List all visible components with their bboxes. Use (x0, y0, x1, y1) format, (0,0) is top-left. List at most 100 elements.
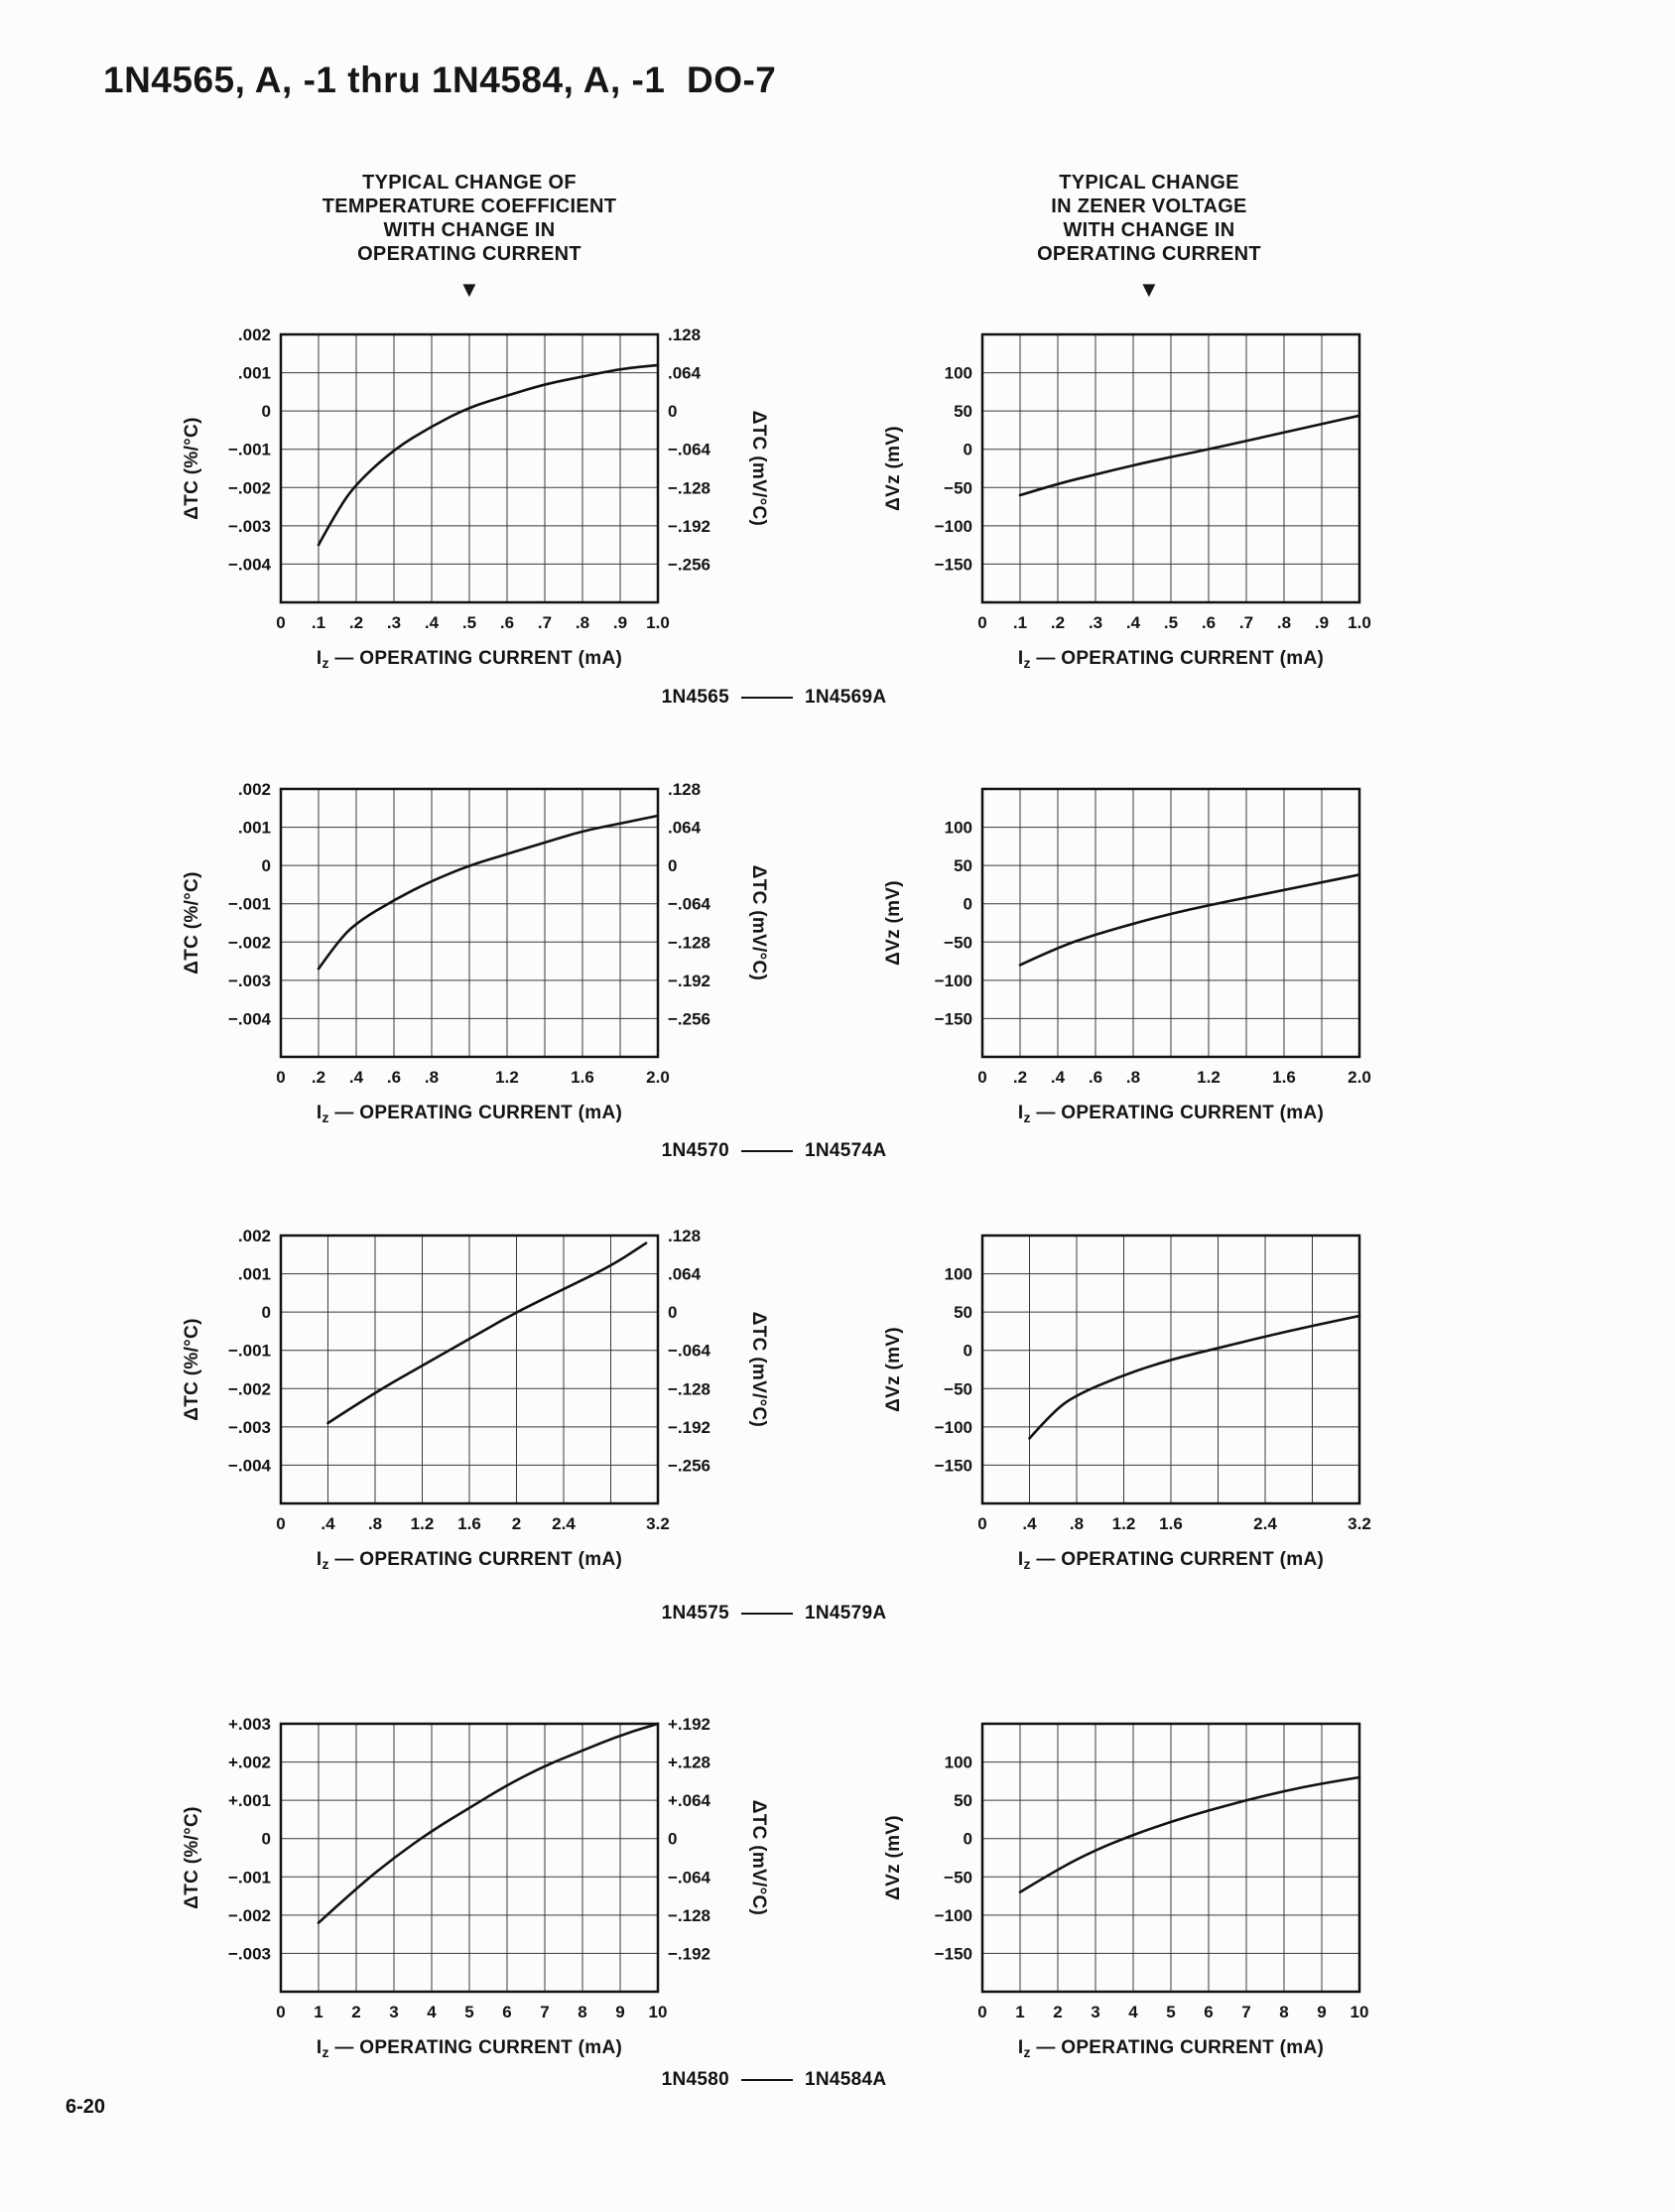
caption-left: 1N4570 (661, 1140, 729, 1161)
data-curve (1018, 873, 1361, 967)
x-tick-label: .8 (425, 1068, 439, 1087)
x-tick-label: 0 (276, 1514, 285, 1533)
vz-header-line-2: IN ZENER VOLTAGE (1051, 195, 1247, 217)
x-axis-label: Iz — OPERATING CURRENT (mA) (1018, 2037, 1324, 2060)
y-tick-label: −.004 (228, 1009, 272, 1028)
x-tick-label: 2.0 (1348, 1068, 1371, 1087)
x-tick-label: .8 (368, 1514, 382, 1533)
chart-vz-row2: 100 50 0 −50 −100 −150 0 .2 .4 .6 .8 1.2 1.6 2.0 ΔVz (… (875, 775, 1391, 1133)
vz-header-line-1: TYPICAL CHANGE (1059, 172, 1239, 194)
x-tick-label: .6 (1089, 1068, 1102, 1087)
chart-svg: .002 .128 .001 .064 0 0 −.001 −.064 −.002 −.128 −.… (182, 1227, 769, 1572)
y-tick-label: +.003 (228, 1715, 271, 1734)
y-tick-label: .001 (238, 1265, 271, 1284)
y-tick-label: .001 (238, 819, 271, 838)
x-tick-label: 1.2 (411, 1514, 435, 1533)
x-tick-label: .4 (1022, 1514, 1037, 1533)
vz-header-line-4: OPERATING CURRENT (1037, 243, 1261, 265)
y-tick-label: −100 (935, 517, 972, 536)
y-tick-label: −50 (944, 478, 972, 497)
x-tick-label: 1 (1015, 2003, 1024, 2021)
y-tick-label: −.003 (228, 972, 271, 990)
caption-right: 1N4569A (804, 687, 887, 708)
y-tick-label-right: +.064 (668, 1791, 711, 1810)
y-axis-label-left: ΔVz (mV) (883, 426, 904, 511)
chart-svg: .002 .128 .001 .064 0 0 −.001 −.064 −.002 −.128 −.… (182, 780, 769, 1125)
chart-tc-row2: .002 .128 .001 .064 0 0 −.001 −.064 −.002 −.128 −.… (174, 775, 789, 1133)
x-tick-label: .4 (321, 1514, 335, 1533)
y-tick-label-right: 0 (668, 402, 677, 421)
x-tick-label: .4 (349, 1068, 364, 1087)
plot-frame (279, 1234, 660, 1505)
data-curve (1018, 414, 1361, 497)
y-tick-label-right: −.064 (668, 1868, 711, 1887)
series-caption-row1: 1N4565 1N4569A (427, 687, 1121, 709)
y-tick-label-right: .064 (668, 364, 702, 383)
chart-vz-row4: 100 50 0 −50 −100 −150 0 1 2 3 4 5 6 7 8 9 10 ΔVz (mV) Iz … (875, 1710, 1391, 2068)
y-tick-label: .002 (238, 325, 271, 344)
y-tick-label-right: −.256 (668, 555, 710, 574)
x-tick-label: 2.4 (552, 1514, 576, 1533)
y-tick-label: −.002 (228, 1379, 271, 1398)
x-tick-label: 1.2 (1197, 1068, 1221, 1087)
y-tick-label-right: 0 (668, 1303, 677, 1322)
x-tick-label: 0 (276, 2003, 285, 2021)
y-tick-label: −.001 (228, 1868, 271, 1887)
x-tick-label: .8 (1070, 1514, 1084, 1533)
x-tick-label: 2 (512, 1514, 521, 1533)
y-tick-label: −50 (944, 1868, 972, 1887)
y-tick-label: 50 (954, 1791, 972, 1810)
y-tick-label: 100 (945, 1754, 972, 1772)
x-axis-label: Iz — OPERATING CURRENT (mA) (317, 1549, 622, 1572)
y-tick-label: −100 (935, 972, 972, 990)
chart-vz-row1: 100 50 0 −50 −100 −150 0 .1 .2 .3 .4 .5 .6 .7 .8 .9 1.0 Δ… (875, 321, 1391, 679)
chart-svg: +.003 +.192 +.002 +.128 +.001 +.064 0 0 −.001 −.0… (182, 1715, 769, 2060)
x-tick-label: .8 (1126, 1068, 1140, 1087)
x-tick-label: 7 (540, 2003, 549, 2021)
data-curve (317, 814, 660, 971)
y-tick-label-right: 0 (668, 1830, 677, 1849)
y-tick-label: −150 (935, 555, 972, 574)
y-axis-label-left: ΔVz (mV) (883, 880, 904, 966)
x-tick-label: .9 (1315, 613, 1329, 632)
x-tick-label: 1.2 (1112, 1514, 1136, 1533)
x-tick-label: .6 (500, 613, 514, 632)
x-tick-label: .8 (1277, 613, 1291, 632)
y-tick-label: 100 (945, 1265, 972, 1284)
data-curve (1028, 1314, 1361, 1440)
series-caption-row3: 1N4575 1N4579A (427, 1603, 1121, 1625)
y-tick-label: +.001 (228, 1791, 271, 1810)
x-tick-label: .6 (1202, 613, 1216, 632)
chart-tc-row3: .002 .128 .001 .064 0 0 −.001 −.064 −.002 −.128 −.… (174, 1222, 789, 1580)
tc-header-line-4: OPERATING CURRENT (357, 243, 581, 265)
y-tick-label: −.001 (228, 1342, 271, 1361)
x-tick-label: 1 (314, 2003, 322, 2021)
x-tick-label: .2 (1013, 1068, 1027, 1087)
x-tick-label: .2 (312, 1068, 325, 1087)
y-tick-label: +.002 (228, 1754, 271, 1772)
plot-frame (279, 332, 660, 604)
x-tick-label: .9 (613, 613, 627, 632)
y-axis-label-left: ΔTC (%/°C) (182, 1318, 202, 1420)
tc-header-line-2: TEMPERATURE COEFFICIENT (322, 195, 617, 217)
y-axis-label-left: ΔTC (%/°C) (182, 1806, 202, 1908)
chart-svg: .002 .128 .001 .064 0 0 −.001 −.064 −.002 −.128 −.… (182, 325, 769, 671)
x-tick-label: 1.6 (571, 1068, 594, 1087)
x-tick-label: 3 (389, 2003, 398, 2021)
y-axis-label-left: ΔTC (%/°C) (182, 417, 202, 519)
y-tick-label-right: −.192 (668, 1418, 710, 1437)
x-tick-label: .8 (576, 613, 589, 632)
x-tick-label: 3 (1091, 2003, 1099, 2021)
y-tick-label: 0 (964, 441, 972, 459)
x-tick-label: 1.0 (1348, 613, 1371, 632)
plot-frame (279, 1722, 660, 1994)
x-tick-label: 2 (1053, 2003, 1062, 2021)
y-tick-label: 50 (954, 402, 972, 421)
x-tick-label: .3 (387, 613, 401, 632)
plot-frame (980, 787, 1361, 1059)
x-tick-label: 0 (977, 613, 986, 632)
x-tick-label: .2 (1051, 613, 1065, 632)
y-tick-label-right: 0 (668, 856, 677, 875)
y-tick-label-right: −.064 (668, 441, 711, 459)
y-tick-label: −.003 (228, 517, 271, 536)
